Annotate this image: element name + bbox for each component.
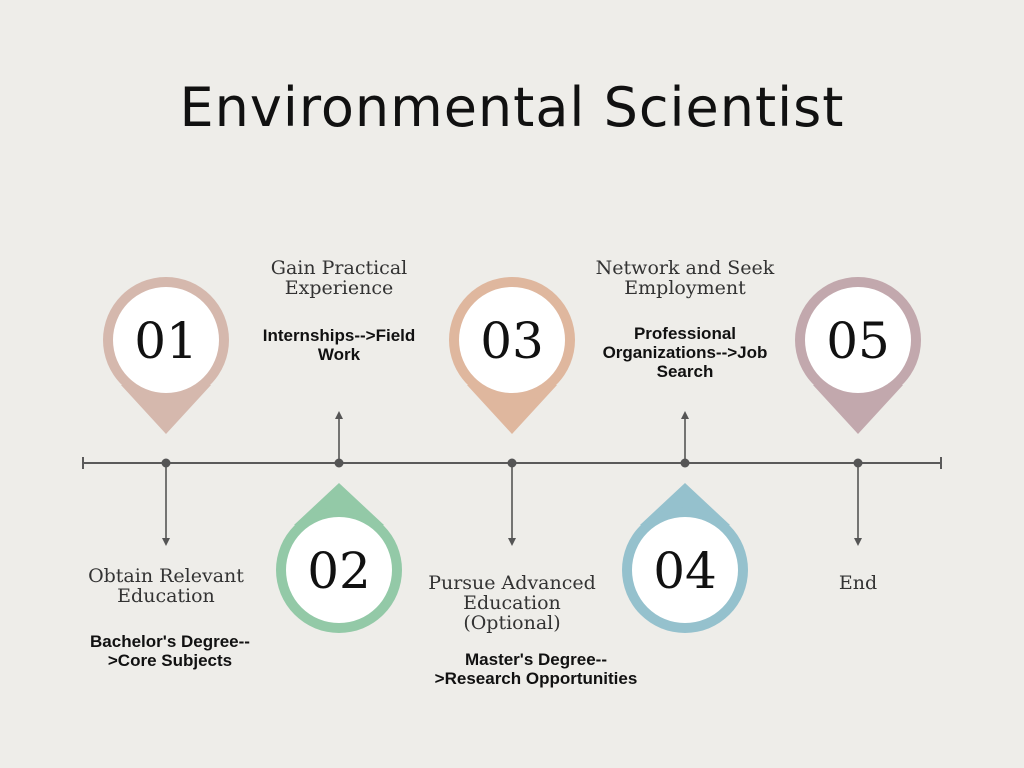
step-04-number: 04 [653,542,717,600]
step-05-title: End [838,572,878,594]
step-02-number: 02 [307,542,371,600]
step-04-title: Network and Seek Employment [595,257,775,299]
pin-01-inner-circle [113,287,219,393]
pin-03-inner-circle [459,287,565,393]
step-02-title: Gain Practical Experience [270,257,408,299]
pin-02-inner-circle [286,517,392,623]
pin-04-inner-circle [632,517,738,623]
arrow-02-head [335,411,343,419]
step-01-description: Bachelor's Degree-- >Core Subjects [90,632,250,670]
step-03-number: 03 [480,312,544,370]
step-03-description: Master's Degree-- >Research Opportunitie… [434,650,638,688]
arrow-03-head [508,538,516,546]
step-02-description: Internships-->Field Work [262,326,416,364]
step-05-number: 05 [826,312,890,370]
step-01-title: Obtain Relevant Education [88,565,244,607]
page-title: Environmental Scientist [179,76,845,139]
pin-05-inner-circle [805,287,911,393]
step-03-title: Pursue Advanced Education (Optional) [428,572,596,634]
arrow-05-head [854,538,862,546]
step-01-number: 01 [134,312,198,370]
arrow-04-head [681,411,689,419]
step-04-description: Professional Organizations-->Job Search [602,324,768,381]
arrow-01-head [162,538,170,546]
